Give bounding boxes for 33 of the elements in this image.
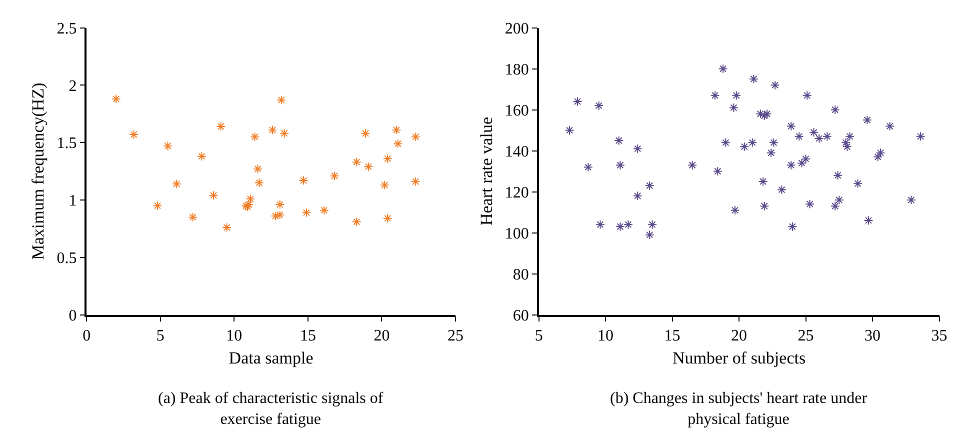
y-tick-label: 0.5	[56, 250, 77, 267]
y-tick-label: 120	[504, 184, 529, 202]
x-tick-label: 30	[864, 328, 881, 345]
y-tick-label: 60	[512, 307, 529, 324]
y-tick-label: 0	[68, 307, 77, 324]
x-tick-label: 5	[156, 328, 164, 345]
x-tick-label: 35	[931, 328, 948, 345]
y-tick-label: 200	[504, 20, 529, 38]
x-tick-label: 25	[447, 328, 464, 345]
y-tick-label: 2	[68, 78, 77, 95]
y-tick-label: 100	[504, 225, 529, 242]
x-tick-label: 20	[374, 328, 390, 345]
y-tick-label: 1	[68, 192, 77, 210]
x-tick-label: 5	[534, 328, 543, 345]
x-tick-label: 15	[300, 328, 316, 345]
y-tick-label: 160	[504, 102, 529, 120]
x-tick-label: 10	[598, 328, 614, 345]
y-axis-title: Maximum frequency(HZ)	[28, 82, 48, 260]
text: (a) Peak of characteristic signals of exercise fatigue	[158, 390, 384, 428]
x-axis-title: Data sample	[228, 348, 314, 368]
x-tick-label: 20	[731, 328, 748, 345]
y-tick-label: 180	[504, 61, 529, 78]
y-tick-label: 2.5	[56, 20, 77, 38]
y-tick-label: 1.5	[56, 135, 77, 152]
y-tick-label: 80	[512, 266, 529, 284]
y-tick-label: 140	[504, 143, 529, 160]
x-tick-label: 25	[798, 328, 814, 345]
x-tick-label: 15	[664, 328, 680, 345]
x-tick-label: 10	[226, 328, 242, 345]
text: (b) Changes in subjects' heart rate under physical fatigue	[610, 390, 868, 428]
x-axis-title: Number of subjects	[672, 348, 806, 368]
x-tick-label: 0	[82, 328, 91, 345]
y-axis-title: Heart rate value	[476, 116, 496, 226]
